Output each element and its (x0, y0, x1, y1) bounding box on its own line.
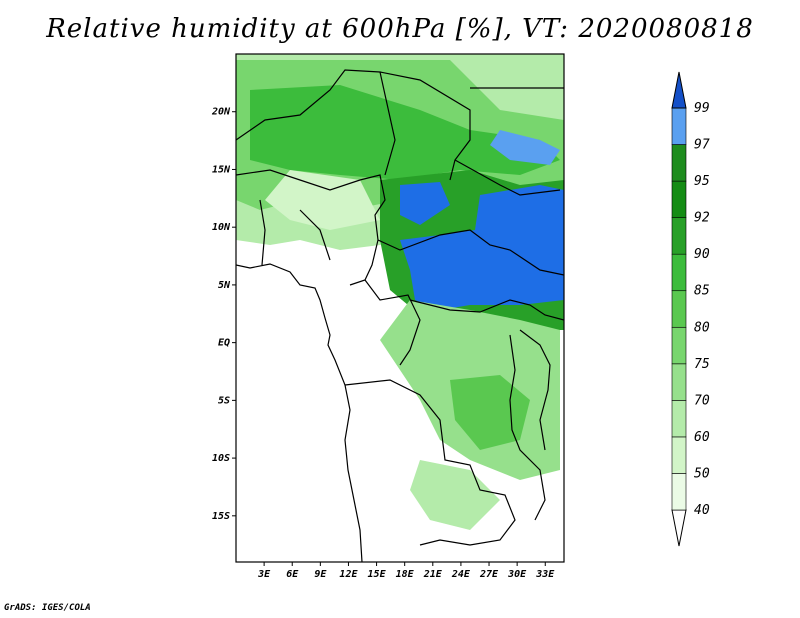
colorbar-label: 75 (694, 357, 710, 372)
colorbar-label: 95 (694, 174, 710, 189)
chart-title: Relative humidity at 600hPa [%], VT: 202… (46, 14, 754, 44)
colorbar-box (671, 363, 687, 401)
colorbar-over-triangle (671, 71, 687, 109)
lon-label: 18E (396, 569, 415, 580)
colorbar-label: 85 (694, 284, 710, 299)
colorbar-label: 60 (694, 430, 710, 445)
longitude-axis: 3E 6E 9E 12E 15E 18E 21E 24E 27E 30E 33E (257, 562, 555, 580)
lat-label: 5N (218, 280, 231, 291)
lon-label: 6E (286, 569, 299, 580)
colorbar-box (671, 436, 687, 474)
lat-label: 10S (212, 453, 230, 464)
grads-credit: GrADS: IGES/COLA (4, 603, 91, 613)
colorbar-label: 70 (694, 393, 710, 408)
colorbar-box (671, 217, 687, 255)
colorbar-box (671, 253, 687, 292)
lon-label: 21E (423, 569, 443, 580)
lon-label: 3E (257, 569, 271, 580)
lat-label: 15N (212, 164, 231, 175)
colorbar-label: 92 (694, 211, 710, 226)
colorbar-box (671, 400, 687, 438)
colorbar-box (671, 180, 687, 218)
lon-label: 24E (451, 569, 471, 580)
latitude-axis: 20N 15N 10N 5N EQ 5S 10S 15S (211, 107, 236, 522)
lon-label: 15E (368, 569, 387, 580)
map-panel (235, 53, 565, 563)
colorbar-label: 50 (694, 466, 710, 481)
lon-label: 30E (507, 569, 527, 580)
lon-label: 33E (535, 569, 555, 580)
colorbar: 40 50 60 70 75 80 85 90 92 95 97 99 (671, 71, 710, 547)
colorbar-label: 40 (694, 503, 710, 518)
lat-label: EQ (218, 338, 230, 349)
lat-label: 15S (212, 511, 230, 522)
colorbar-box (671, 473, 687, 511)
colorbar-box (671, 326, 687, 365)
colorbar-box (671, 290, 687, 328)
map-frame (235, 53, 565, 563)
colorbar-label: 80 (694, 320, 710, 335)
lat-label: 20N (211, 107, 231, 118)
lat-label: 5S (218, 395, 230, 406)
colorbar-box (671, 107, 687, 145)
colorbar-under-triangle (671, 509, 687, 547)
colorbar-label: 90 (694, 247, 710, 262)
lon-label: 27E (479, 569, 499, 580)
lon-label: 9E (314, 569, 327, 580)
humidity-field (236, 54, 564, 530)
lat-label: 10N (212, 222, 231, 233)
lon-label: 12E (339, 569, 358, 580)
colorbar-box (671, 144, 687, 182)
coastlines-borders (236, 69, 564, 562)
colorbar-label: 99 (694, 101, 710, 116)
colorbar-label: 97 (694, 138, 710, 153)
